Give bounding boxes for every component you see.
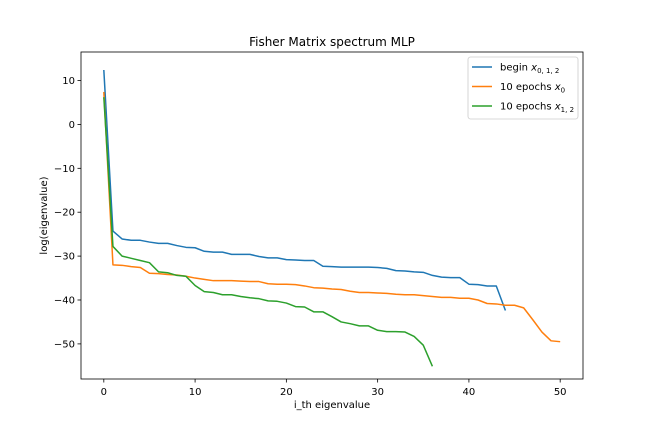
y-tick-label: −40 bbox=[54, 295, 75, 306]
x-axis: 0 10 20 30 40 50 bbox=[101, 379, 567, 398]
plot-frame bbox=[80, 51, 584, 380]
y-tick-label: −10 bbox=[54, 164, 75, 175]
x-axis-label: i_th eigenvalue bbox=[294, 400, 370, 411]
x-tick-label: 30 bbox=[371, 387, 384, 398]
plot-area bbox=[103, 69, 561, 367]
y-tick-label: −30 bbox=[54, 252, 75, 263]
legend-entry-0: begin x0, 1, 2 bbox=[500, 63, 559, 76]
y-tick-label: 0 bbox=[69, 120, 75, 131]
legend-entry-2: 10 epochs x1, 2 bbox=[500, 102, 574, 115]
series-line-2 bbox=[103, 97, 434, 367]
legend-entry-1: 10 epochs x0 bbox=[500, 82, 565, 95]
x-tick-label: 10 bbox=[189, 387, 202, 398]
y-axis: 10 0 −10 −20 −30 −40 −50 bbox=[54, 76, 81, 350]
series-line-0 bbox=[103, 69, 507, 311]
x-tick-label: 50 bbox=[554, 387, 567, 398]
x-tick-label: 0 bbox=[101, 387, 107, 398]
chart-title: Fisher Matrix spectrum MLP bbox=[249, 35, 415, 49]
legend: begin x0, 1, 2 10 epochs x0 10 epochs x1, … bbox=[467, 56, 579, 120]
series-line-1 bbox=[103, 91, 561, 343]
y-axis-label: log(eigenvalue) bbox=[39, 176, 50, 254]
y-tick-label: 10 bbox=[62, 76, 75, 87]
y-tick-label: −20 bbox=[54, 208, 75, 219]
y-tick-label: −50 bbox=[54, 339, 75, 350]
x-tick-label: 40 bbox=[463, 387, 476, 398]
legend-box bbox=[467, 56, 579, 120]
x-tick-label: 20 bbox=[280, 387, 293, 398]
